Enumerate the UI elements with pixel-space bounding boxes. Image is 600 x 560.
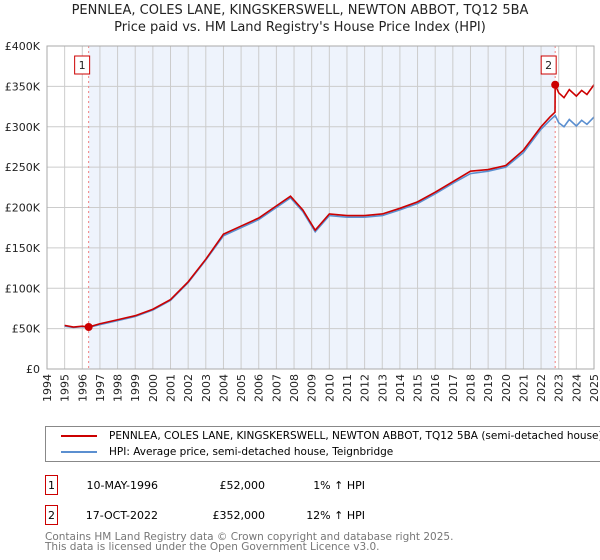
plot-border: [46, 45, 595, 370]
x-tick-label: 2021: [517, 374, 530, 402]
x-tick-label: 2011: [341, 374, 354, 402]
transaction-date: 17-OCT-2022: [85, 508, 158, 522]
x-tick-label: 2020: [500, 374, 513, 402]
x-tick-label: 2002: [182, 374, 195, 402]
y-tick-label: £100K: [5, 282, 41, 295]
x-tick-label: 2007: [270, 374, 283, 402]
x-tick-label: 2012: [359, 374, 372, 402]
sale-label-box: [74, 55, 91, 75]
sale-point: [84, 323, 93, 332]
x-tick-label: 2015: [412, 374, 425, 402]
x-tick-label: 2008: [288, 374, 301, 402]
legend-item-hpi: HPI: Average price, semi-detached house,…: [61, 446, 393, 458]
transaction-hpi: 1% ↑ HPI: [313, 478, 365, 492]
x-tick-label: 2017: [447, 374, 460, 402]
x-tick-label: 2022: [535, 374, 548, 402]
transaction-row: 1 10-MAY-1996 £52,000 1% ↑ HPI: [45, 475, 365, 495]
x-tick-label: 2023: [553, 374, 566, 402]
y-tick-label: £50K: [12, 323, 41, 336]
y-tick-label: £0: [26, 363, 40, 376]
marker-badge: 1: [45, 475, 58, 495]
x-tick-label: 2018: [464, 374, 477, 402]
x-tick-label: 2013: [376, 374, 389, 402]
y-tick-label: £400K: [5, 40, 41, 53]
footer-line: Contains HM Land Registry data © Crown c…: [45, 531, 454, 543]
sale-label: 2: [545, 59, 552, 72]
y-tick-label: £250K: [5, 161, 41, 174]
y-tick-label: £300K: [5, 121, 41, 134]
x-tick-label: 2016: [429, 374, 442, 402]
x-tick-label: 1999: [129, 374, 142, 402]
chart-subtitle: Price paid vs. HM Land Registry's House …: [114, 20, 486, 35]
x-tick-label: 2003: [200, 374, 213, 402]
sale-point: [551, 80, 560, 89]
x-tick-label: 2005: [235, 374, 248, 402]
marker-badge: 2: [45, 505, 58, 525]
x-tick-label: 2010: [323, 374, 336, 402]
y-tick-label: £350K: [5, 80, 41, 93]
legend: PENNLEA, COLES LANE, KINGSKERSWELL, NEWT…: [45, 426, 600, 462]
chart-title: PENNLEA, COLES LANE, KINGSKERSWELL, NEWT…: [71, 3, 529, 18]
y-tick-label: £150K: [5, 242, 41, 255]
legend-label: PENNLEA, COLES LANE, KINGSKERSWELL, NEWT…: [109, 430, 600, 442]
transaction-date: 10-MAY-1996: [86, 478, 158, 492]
x-tick-label: 1996: [76, 374, 89, 402]
y-tick-label: £200K: [5, 202, 41, 215]
transaction-price: £352,000: [212, 508, 266, 522]
x-tick-label: 2006: [253, 374, 266, 402]
x-tick-label: 1998: [112, 374, 125, 402]
price-chart: 1994 1995 1996 1997 1998 1999 2000 2001 2002 2003…: [5, 40, 600, 402]
transaction-price: £52,000: [219, 478, 266, 492]
x-tick-label: 1995: [59, 374, 72, 402]
x-tick-label: 2014: [394, 374, 407, 402]
transaction-row: 2 17-OCT-2022 £352,000 12% ↑ HPI: [45, 505, 365, 525]
sale-label-box: [540, 55, 557, 75]
x-tick-label: 2001: [165, 374, 178, 402]
legend-label: HPI: Average price, semi-detached house,…: [109, 446, 394, 458]
x-tick-label: 2025: [588, 374, 600, 402]
x-tick-label: 2009: [306, 374, 319, 402]
x-tick-label: 2000: [147, 374, 160, 402]
x-tick-label: 1994: [41, 374, 54, 402]
sale-label: 1: [79, 59, 86, 72]
x-tick-label: 2004: [217, 374, 230, 402]
blue-line-swatch: [61, 451, 97, 453]
red-line-swatch: [61, 435, 97, 437]
legend-item-property: PENNLEA, COLES LANE, KINGSKERSWELL, NEWT…: [61, 430, 600, 442]
x-tick-label: 2019: [482, 374, 495, 402]
transaction-hpi: 12% ↑ HPI: [306, 508, 365, 522]
footer-line: This data is licensed under the Open Gov…: [45, 541, 380, 553]
x-tick-label: 1997: [94, 374, 107, 402]
footer: Contains HM Land Registry data © Crown c…: [45, 531, 454, 553]
x-tick-label: 2024: [570, 374, 583, 402]
